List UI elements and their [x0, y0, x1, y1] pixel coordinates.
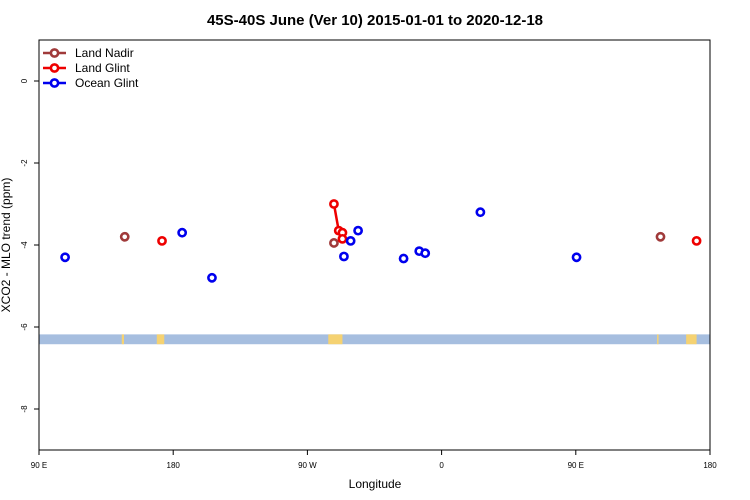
data-point [353, 225, 363, 236]
data-point [329, 238, 339, 248]
x-tick-label: 180 [167, 461, 181, 470]
data-point [207, 272, 217, 283]
data-point [571, 252, 582, 263]
legend-label: Land Glint [75, 61, 130, 75]
chart-title: 45S-40S June (Ver 10) 2015-01-01 to 2020… [207, 12, 543, 29]
data-point [475, 207, 486, 218]
map-strip-land [686, 334, 697, 345]
x-axis-label: Longitude [349, 477, 402, 491]
data-point [655, 231, 666, 242]
data-point [177, 227, 188, 238]
data-point [60, 252, 70, 263]
data-point [691, 235, 702, 246]
plot-frame [38, 39, 711, 451]
data-point [329, 199, 339, 209]
data-point [345, 235, 356, 246]
legend-label: Land Nadir [75, 46, 134, 60]
map-strip-land [657, 334, 659, 345]
legend-marker [49, 78, 60, 88]
legend-marker [49, 48, 60, 58]
y-tick-label: -8 [20, 405, 29, 413]
x-tick-label: 0 [439, 461, 444, 470]
plot-series [60, 199, 702, 283]
data-point [339, 251, 349, 262]
legend-label: Ocean Glint [75, 76, 139, 90]
map-strip-land [156, 334, 165, 345]
data-point [420, 248, 431, 259]
map-strip-ocean [39, 334, 710, 345]
data-point [119, 231, 130, 242]
x-tick-label: 180 [703, 461, 717, 470]
data-point [398, 253, 409, 264]
map-strip-land [328, 334, 343, 345]
x-axis: 90 E 180 90 W 0 90 E 180 [31, 450, 717, 470]
y-tick-label: 0 [20, 78, 29, 83]
map-strip [39, 334, 710, 345]
legend-marker [49, 63, 60, 73]
x-tick-label: 90 E [568, 461, 584, 470]
y-tick-label: -4 [20, 241, 29, 249]
map-strip-land [121, 334, 124, 345]
y-tick-label: -2 [20, 159, 29, 167]
y-axis-label: XCO2 - MLO trend (ppm) [0, 178, 13, 313]
data-point [337, 233, 348, 244]
x-tick-label: 90 E [31, 461, 47, 470]
y-tick-label: -6 [20, 323, 29, 331]
data-point [157, 235, 167, 246]
x-tick-label: 90 W [298, 461, 317, 470]
y-axis: 0 -2 -4 -6 -8 [20, 78, 39, 413]
